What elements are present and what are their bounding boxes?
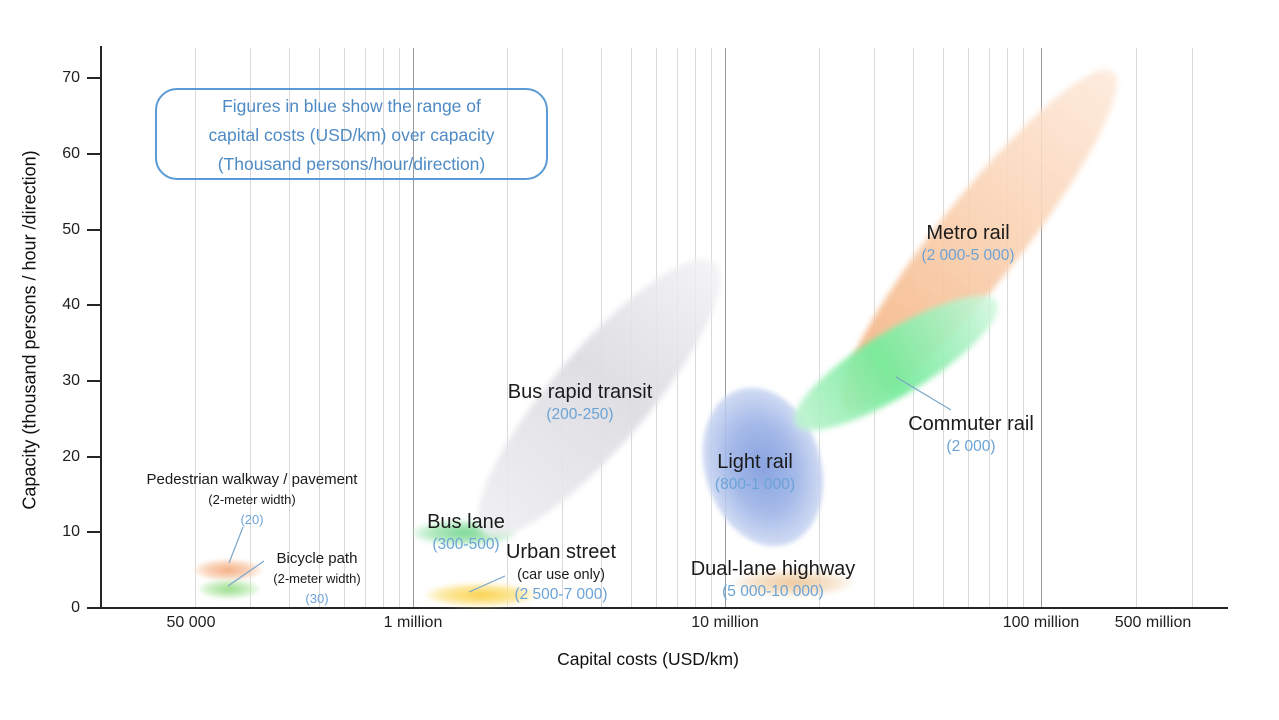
pedestrian-leader-line <box>228 526 244 564</box>
y-tick-label: 10 <box>62 523 80 541</box>
mode-figure: (2 500-7 000) <box>514 586 608 603</box>
urban-street-label: Urban street (car use only) (2 500-7 000… <box>506 540 616 605</box>
bus-lane-label: Bus lane (300-500) <box>427 509 505 555</box>
x-tick-label: 100 million <box>1002 614 1080 631</box>
minor-gridline <box>562 48 563 608</box>
commuter-rail-leader-line <box>895 376 952 411</box>
minor-gridline <box>289 48 290 608</box>
minor-gridline <box>344 48 345 608</box>
mode-figure: (200-250) <box>546 406 614 423</box>
major-gridline <box>725 48 726 608</box>
minor-gridline <box>1192 48 1193 608</box>
dual-lane-highway-ellipse <box>733 569 853 597</box>
x-tick-label: 10 million <box>691 614 759 631</box>
note-line-1: Figures in blue show the range of <box>222 96 481 116</box>
light-rail-label: Light rail (800-1 000) <box>715 449 795 495</box>
dual-lane-highway-label: Dual-lane highway (5 000-10 000) <box>691 556 856 602</box>
bicycle-path-ellipse <box>198 579 260 599</box>
minor-gridline <box>365 48 366 608</box>
major-gridline <box>413 48 414 608</box>
y-tick-mark <box>87 153 100 156</box>
mode-figure: (300-500) <box>432 536 500 553</box>
mode-name: Pedestrian walkway / pavement <box>146 471 358 488</box>
minor-gridline <box>1007 48 1008 608</box>
x-tick-label: 1 million <box>383 614 443 631</box>
note-line-3: (Thousand persons/hour/direction) <box>217 154 486 174</box>
pedestrian-walkway-label: Pedestrian walkway / pavement (2-meter w… <box>147 470 358 529</box>
bicycle-leader-line <box>227 560 265 587</box>
note-line-2: capital costs (USD/km) over capacity <box>208 125 495 145</box>
mode-name: Dual-lane highway <box>690 558 856 580</box>
minor-gridline <box>250 48 251 608</box>
metro-rail-label: Metro rail (2 000-5 000) <box>921 220 1014 266</box>
mode-subtitle: (car use only) <box>517 567 605 583</box>
y-tick-mark <box>87 77 100 80</box>
mode-figure: (2 000) <box>946 438 996 455</box>
mode-name: Bus lane <box>427 511 505 533</box>
y-tick-mark <box>87 228 100 231</box>
mode-name: Urban street <box>505 541 617 563</box>
mode-name: Bus rapid transit <box>507 381 653 403</box>
y-tick-label: 50 <box>62 220 80 238</box>
mode-figure: (800-1 000) <box>714 476 796 493</box>
major-gridline <box>1041 48 1042 608</box>
y-tick-label: 40 <box>62 296 80 314</box>
x-axis-line <box>100 607 1228 609</box>
mode-name: Bicycle path <box>276 550 358 567</box>
legend-note-box: Figures in blue show the range of capita… <box>155 88 548 180</box>
mode-name: Commuter rail <box>908 413 1034 435</box>
y-tick-label: 70 <box>62 69 80 87</box>
minor-gridline <box>1136 48 1137 608</box>
y-tick-label: 30 <box>62 372 80 390</box>
mode-figure: (30) <box>305 591 329 606</box>
y-tick-label: 60 <box>62 145 80 163</box>
x-axis-title: Capital costs (USD/km) <box>557 649 739 669</box>
mode-subtitle: (2-meter width) <box>273 571 361 586</box>
minor-gridline <box>195 48 196 608</box>
y-tick-label: 0 <box>71 599 80 616</box>
minor-gridline <box>711 48 712 608</box>
y-tick-mark <box>87 531 100 534</box>
x-tick-label: 50 000 <box>166 614 216 631</box>
mode-figure: (20) <box>240 512 264 527</box>
bus-rapid-transit-label: Bus rapid transit (200-250) <box>508 379 653 425</box>
mode-subtitle: (2-meter width) <box>208 492 296 507</box>
minor-gridline <box>819 48 820 608</box>
mode-figure: (5 000-10 000) <box>722 583 824 600</box>
y-axis-line <box>100 46 102 608</box>
minor-gridline <box>1023 48 1024 608</box>
mode-name: Metro rail <box>926 222 1010 244</box>
minor-gridline <box>383 48 384 608</box>
x-tick-label: 500 million <box>1114 614 1192 631</box>
y-tick-mark <box>87 304 100 307</box>
mode-figure: (2 000-5 000) <box>921 247 1015 264</box>
mode-name: Light rail <box>717 451 793 473</box>
commuter-rail-label: Commuter rail (2 000) <box>908 411 1034 457</box>
y-tick-mark <box>87 607 100 609</box>
minor-gridline <box>319 48 320 608</box>
bicycle-path-label: Bicycle path (2-meter width) (30) <box>273 549 360 608</box>
y-tick-label: 20 <box>62 447 80 465</box>
minor-gridline <box>507 48 508 608</box>
minor-gridline <box>989 48 990 608</box>
urban-street-leader-line <box>468 575 506 593</box>
minor-gridline <box>399 48 400 608</box>
y-tick-mark <box>87 380 100 383</box>
y-tick-mark <box>87 455 100 458</box>
pedestrian-walkway-ellipse <box>194 559 262 581</box>
